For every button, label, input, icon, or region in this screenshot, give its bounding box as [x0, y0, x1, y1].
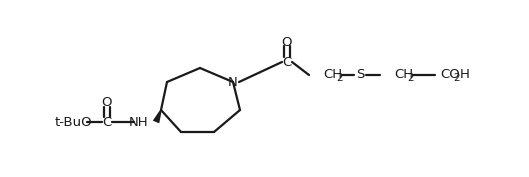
- Text: CH: CH: [394, 68, 413, 81]
- Text: S: S: [356, 68, 364, 81]
- Text: C: C: [282, 56, 291, 68]
- Text: O: O: [282, 36, 292, 48]
- Text: 2: 2: [336, 73, 343, 83]
- Text: N: N: [228, 76, 238, 88]
- Text: O: O: [102, 96, 112, 110]
- Text: NH: NH: [129, 116, 148, 129]
- Text: 2: 2: [453, 73, 460, 83]
- Text: CO: CO: [440, 68, 460, 81]
- Text: C: C: [103, 116, 112, 129]
- Text: t-BuO: t-BuO: [55, 116, 93, 129]
- Text: CH: CH: [323, 68, 342, 81]
- Polygon shape: [153, 110, 162, 123]
- Text: H: H: [460, 68, 470, 81]
- Text: 2: 2: [407, 73, 414, 83]
